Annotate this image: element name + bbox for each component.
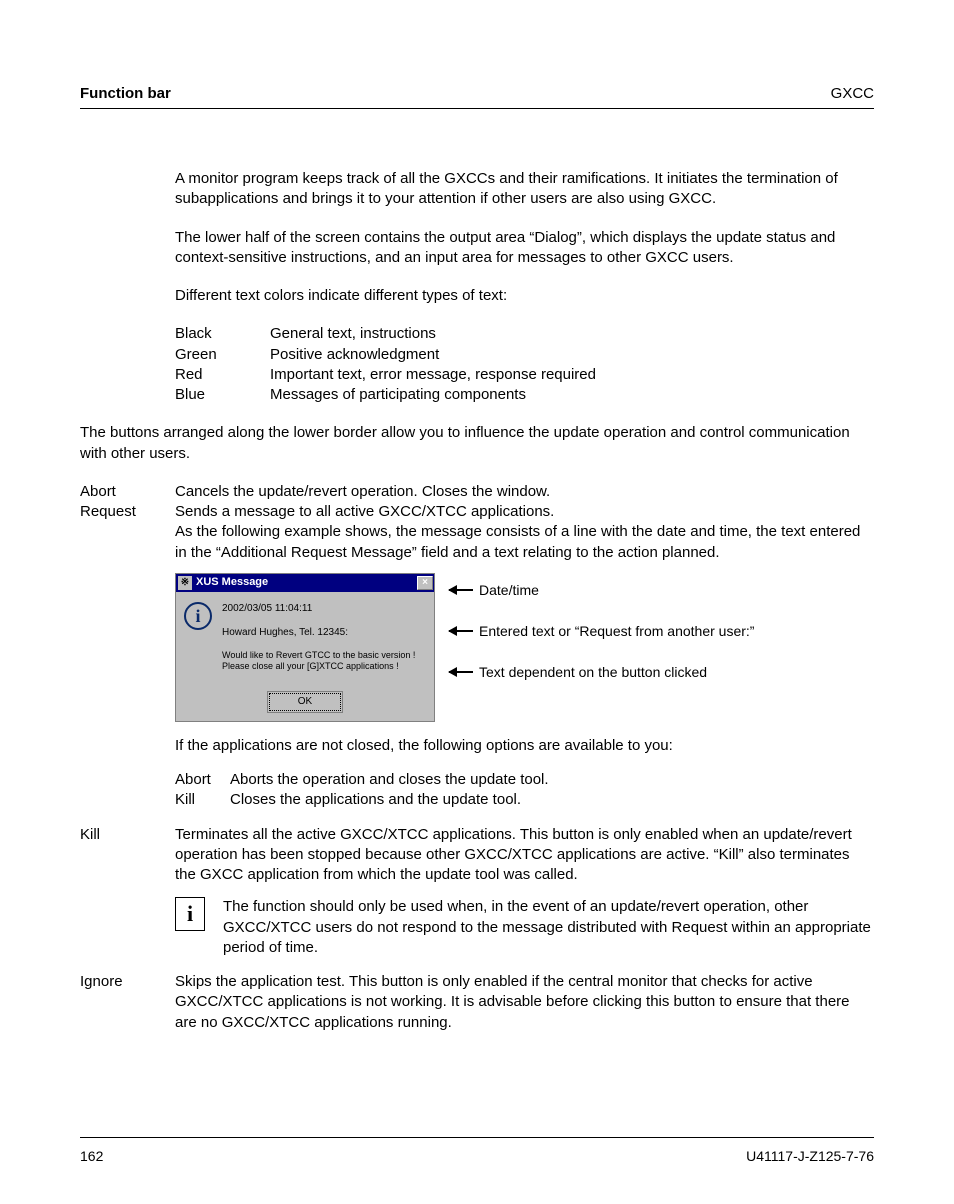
header-section-title: Function bar xyxy=(80,85,171,102)
arrow-icon xyxy=(449,630,473,632)
dialog-entered-text: Howard Hughes, Tel. 12345: xyxy=(222,626,415,640)
dialog-button-row: OK xyxy=(176,690,434,721)
info-note: i The function should only be used when,… xyxy=(175,897,874,958)
annotation: Date/time xyxy=(449,581,754,600)
table-row: Green Positive acknowledgment xyxy=(175,345,874,365)
annotation-label: Entered text or “Request from another us… xyxy=(479,622,754,641)
arrow-icon xyxy=(449,671,473,673)
definition-desc: Terminates all the active GXCC/XTCC appl… xyxy=(175,825,874,973)
color-name: Black xyxy=(175,324,270,344)
page-number: 162 xyxy=(80,1148,103,1164)
definition-desc: Sends a message to all active GXCC/XTCC … xyxy=(175,502,874,825)
color-name: Green xyxy=(175,345,270,365)
table-row: Black General text, instructions xyxy=(175,324,874,344)
header-app-name: GXCC xyxy=(831,85,874,102)
annotation: Text dependent on the button clicked xyxy=(449,663,754,682)
definition-row: Kill Terminates all the active GXCC/XTCC… xyxy=(80,825,874,973)
dialog-message: 2002/03/05 11:04:11 Howard Hughes, Tel. … xyxy=(222,602,415,681)
annotation: Entered text or “Request from another us… xyxy=(449,622,754,641)
definition-row: Kill Closes the applications and the upd… xyxy=(175,790,874,810)
table-row: Blue Messages of participating component… xyxy=(175,385,874,405)
definition-row: Ignore Skips the application test. This … xyxy=(80,972,874,1033)
definition-term: Kill xyxy=(175,790,230,810)
doc-id: U41117-J-Z125-7-76 xyxy=(746,1148,874,1164)
dialog-window: ※ XUS Message × i 2002/03/05 11:04:11 Ho… xyxy=(175,573,435,722)
dialog-titlebar: ※ XUS Message × xyxy=(176,574,434,592)
definition-row: Request Sends a message to all active GX… xyxy=(80,502,874,825)
color-name: Red xyxy=(175,365,270,385)
table-row: Red Important text, error message, respo… xyxy=(175,365,874,385)
definition-desc: Closes the applications and the update t… xyxy=(230,790,521,810)
dialog-title-text: XUS Message xyxy=(196,575,417,590)
button-definitions: Abort Cancels the update/revert operatio… xyxy=(80,482,874,1033)
color-desc: Messages of participating components xyxy=(270,385,874,405)
definition-desc: Aborts the operation and closes the upda… xyxy=(230,770,549,790)
definition-row: Abort Cancels the update/revert operatio… xyxy=(80,482,874,502)
ok-button[interactable]: OK xyxy=(269,693,341,711)
paragraph: If the applications are not closed, the … xyxy=(175,736,874,756)
info-icon: i xyxy=(184,602,212,630)
definition-term: Kill xyxy=(80,825,175,973)
dialog-annotations: Date/time Entered text or “Request from … xyxy=(449,573,754,704)
definition-term: Ignore xyxy=(80,972,175,1033)
page-footer: 162 U41117-J-Z125-7-76 xyxy=(80,1137,874,1164)
dialog-example: ※ XUS Message × i 2002/03/05 11:04:11 Ho… xyxy=(175,573,874,722)
text-line: Sends a message to all active GXCC/XTCC … xyxy=(175,502,874,522)
definition-desc: Cancels the update/revert operation. Clo… xyxy=(175,482,874,502)
paragraph: Different text colors indicate different… xyxy=(175,286,874,306)
color-desc: Important text, error message, response … xyxy=(270,365,874,385)
annotation-label: Text dependent on the button clicked xyxy=(479,663,707,682)
app-icon: ※ xyxy=(178,576,192,590)
dialog-body: i 2002/03/05 11:04:11 Howard Hughes, Tel… xyxy=(176,592,434,691)
annotation-label: Date/time xyxy=(479,581,539,600)
arrow-icon xyxy=(449,589,473,591)
dialog-datetime: 2002/03/05 11:04:11 xyxy=(222,602,415,616)
color-legend-table: Black General text, instructions Green P… xyxy=(175,324,874,405)
text-line: Terminates all the active GXCC/XTCC appl… xyxy=(175,825,874,886)
close-icon[interactable]: × xyxy=(417,576,433,590)
info-note-text: The function should only be used when, i… xyxy=(223,897,874,958)
definition-desc: Skips the application test. This button … xyxy=(175,972,874,1033)
page-header: Function bar GXCC xyxy=(80,85,874,109)
dialog-action-text: Would like to Revert GTCC to the basic v… xyxy=(222,650,415,673)
text-line: As the following example shows, the mess… xyxy=(175,522,874,563)
definition-row: Abort Aborts the operation and closes th… xyxy=(175,770,874,790)
sub-definitions: Abort Aborts the operation and closes th… xyxy=(175,770,874,811)
paragraph: The buttons arranged along the lower bor… xyxy=(80,423,874,464)
definition-term: Abort xyxy=(80,482,175,502)
content-area: A monitor program keeps track of all the… xyxy=(175,169,874,405)
info-icon: i xyxy=(175,897,205,931)
color-desc: General text, instructions xyxy=(270,324,874,344)
paragraph: A monitor program keeps track of all the… xyxy=(175,169,874,210)
definition-term: Abort xyxy=(175,770,230,790)
paragraph: The lower half of the screen contains th… xyxy=(175,228,874,269)
color-name: Blue xyxy=(175,385,270,405)
definition-term: Request xyxy=(80,502,175,825)
color-desc: Positive acknowledgment xyxy=(270,345,874,365)
